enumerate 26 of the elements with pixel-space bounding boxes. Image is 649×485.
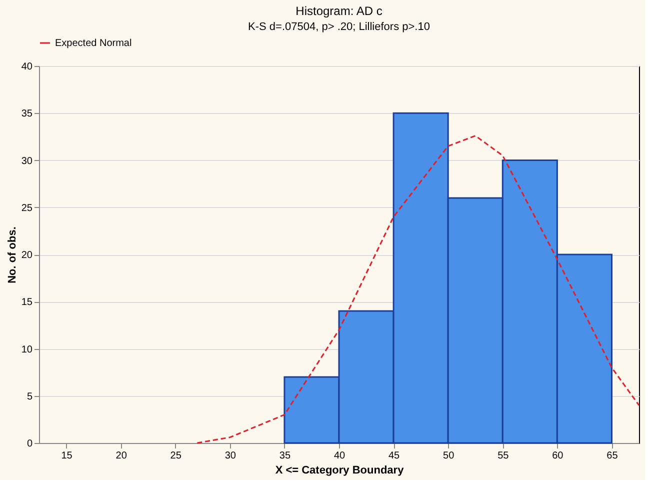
y-tick-label: 35 (21, 108, 33, 120)
y-tick-label: 30 (21, 156, 33, 167)
chart-title: Histogram: AD c (296, 4, 382, 18)
x-axis-title: X <= Category Boundary (275, 464, 405, 476)
y-tick-label: 10 (21, 344, 33, 356)
line-series (196, 134, 640, 444)
x-tick-label: 65 (606, 450, 618, 462)
y-tick-label: 25 (21, 202, 33, 214)
x-tick-label: 20 (116, 450, 128, 462)
x-tick-label: 40 (334, 450, 346, 462)
x-tick-label: 55 (498, 450, 510, 462)
y-tick-label: 0 (26, 438, 33, 450)
y-tick-label: 5 (26, 391, 33, 402)
x-tick-label: 60 (552, 450, 564, 462)
x-tick-label: 50 (443, 450, 455, 462)
y-axis-title: No. of obs. (6, 226, 18, 284)
x-tick-label: 35 (279, 450, 291, 462)
x-tick-label: 45 (388, 450, 400, 462)
x-tick-label: 25 (170, 450, 182, 462)
y-tick-label: 20 (21, 250, 33, 261)
x-tick-label: 30 (224, 450, 236, 462)
y-tick-label: 15 (21, 297, 33, 308)
chart-subtitle: K-S d=.07504, p> .20; Lilliefors p>.10 (248, 21, 430, 33)
x-tick-label: 15 (61, 450, 73, 462)
y-tick-label: 40 (21, 62, 33, 72)
legend-label: Expected Normal (55, 38, 132, 49)
